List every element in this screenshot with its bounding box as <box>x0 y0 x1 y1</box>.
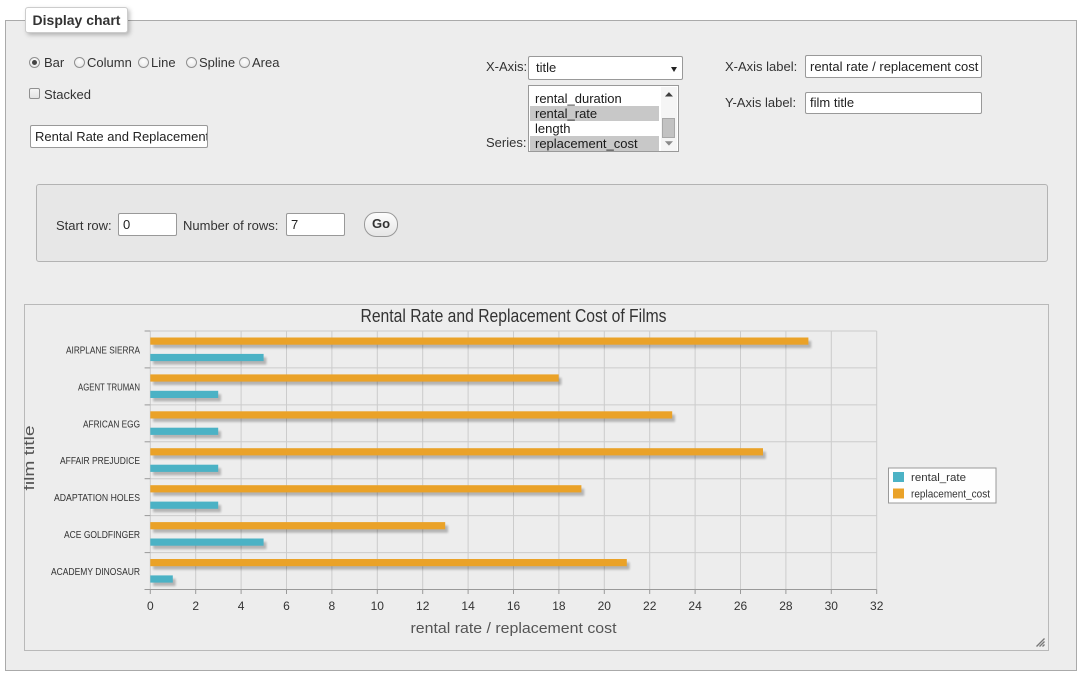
svg-text:18: 18 <box>552 599 566 613</box>
svg-text:24: 24 <box>688 599 702 613</box>
svg-text:0: 0 <box>147 599 154 613</box>
svg-text:12: 12 <box>416 599 430 613</box>
svg-text:rental rate / replacement cost: rental rate / replacement cost <box>411 620 618 637</box>
svg-text:20: 20 <box>598 599 612 613</box>
svg-text:rental_rate: rental_rate <box>911 472 966 484</box>
svg-text:AIRPLANE SIERRA: AIRPLANE SIERRA <box>66 345 140 357</box>
svg-text:ACADEMY DINOSAUR: ACADEMY DINOSAUR <box>51 566 140 578</box>
svg-text:6: 6 <box>283 599 290 613</box>
svg-text:AGENT TRUMAN: AGENT TRUMAN <box>78 381 140 393</box>
svg-text:30: 30 <box>825 599 839 613</box>
svg-text:ADAPTATION HOLES: ADAPTATION HOLES <box>54 492 140 504</box>
svg-text:10: 10 <box>371 599 385 613</box>
svg-text:8: 8 <box>329 599 336 613</box>
svg-text:4: 4 <box>238 599 245 613</box>
svg-text:32: 32 <box>870 599 884 613</box>
svg-text:2: 2 <box>192 599 199 613</box>
svg-text:film title: film title <box>24 426 38 491</box>
svg-text:replacement_cost: replacement_cost <box>911 489 990 501</box>
svg-text:28: 28 <box>779 599 793 613</box>
svg-text:22: 22 <box>643 599 657 613</box>
svg-text:16: 16 <box>507 599 521 613</box>
svg-text:AFFAIR PREJUDICE: AFFAIR PREJUDICE <box>60 455 140 467</box>
svg-text:Rental Rate and Replacement Co: Rental Rate and Replacement Cost of Film… <box>361 306 667 326</box>
svg-text:ACE GOLDFINGER: ACE GOLDFINGER <box>64 529 140 541</box>
svg-text:14: 14 <box>461 599 475 613</box>
svg-text:26: 26 <box>734 599 748 613</box>
svg-text:AFRICAN EGG: AFRICAN EGG <box>83 418 140 430</box>
